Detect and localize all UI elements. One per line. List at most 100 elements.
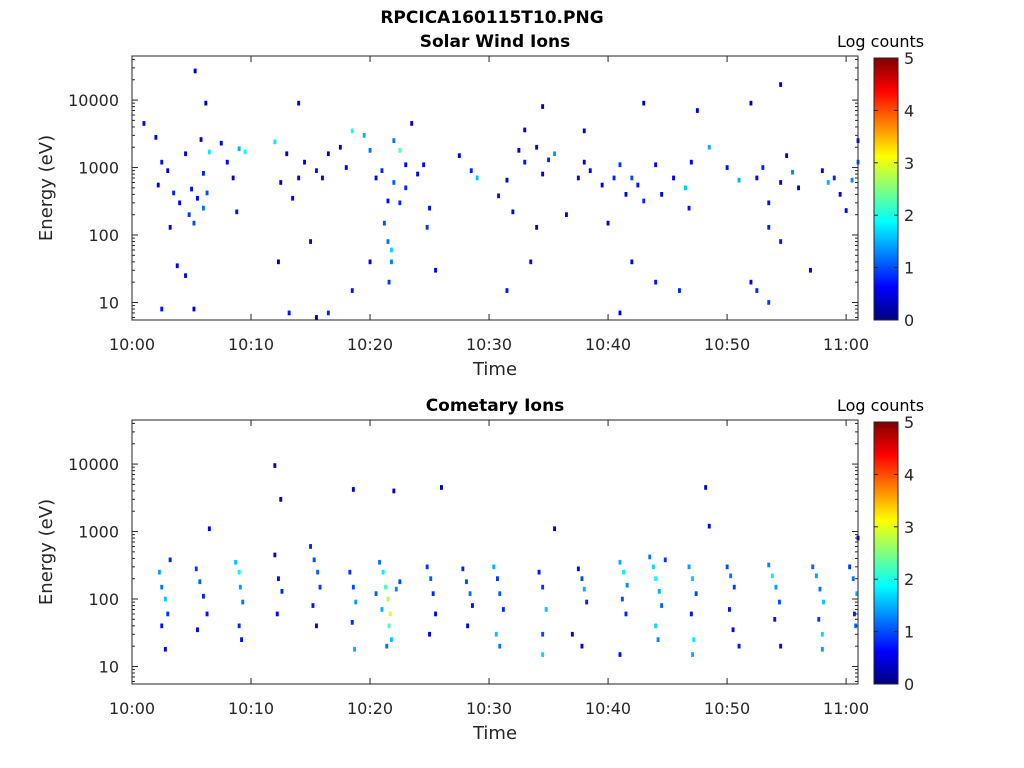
heatmap-cell <box>465 579 468 585</box>
heatmap-cell <box>654 162 658 168</box>
heatmap-cell <box>160 159 164 165</box>
heatmap-cell <box>202 593 205 599</box>
cometary-panel: 10:00 10:10 10:20 10:30 10:40 10:50 11:00 1010… <box>36 413 914 744</box>
heatmap-cell <box>237 569 241 575</box>
heatmap-cell <box>312 557 316 563</box>
heatmap-cell <box>822 599 825 605</box>
heatmap-cell <box>184 273 187 278</box>
heatmap-cell <box>654 576 658 581</box>
heatmap-cell <box>848 564 852 570</box>
solar-wind-panel: 10:00 10:10 10:20 10:30 10:40 10:50 11:00 1010… <box>36 49 914 380</box>
heatmap-cell <box>386 239 390 244</box>
heatmap-cell <box>193 68 197 74</box>
heatmap-cell <box>600 182 604 188</box>
heatmap-cell <box>660 192 664 197</box>
heatmap-cell <box>767 200 771 206</box>
heatmap-cell <box>553 526 556 532</box>
heatmap-cell <box>725 564 729 570</box>
heatmap-cell <box>695 108 699 113</box>
x-tick-label: 10:50 <box>704 699 750 718</box>
heatmap-cell <box>612 175 616 181</box>
x-tick-label: 10:10 <box>228 335 274 354</box>
heatmap-cell <box>202 205 205 211</box>
x-axis-label: Time <box>472 359 517 380</box>
heatmap-cell <box>687 564 691 570</box>
heatmap-cell <box>429 576 433 581</box>
heatmap-cell <box>541 104 545 109</box>
heatmap-cell <box>580 643 584 649</box>
heatmap-cell <box>316 569 320 575</box>
x-tick-label: 10:40 <box>585 335 631 354</box>
colorbar-tick-label: 4 <box>904 101 914 120</box>
plot-area <box>132 420 858 684</box>
heatmap-cell <box>387 623 391 629</box>
x-tick-label: 10:30 <box>466 335 512 354</box>
heatmap-cell <box>517 148 521 153</box>
x-tick-label: 10:20 <box>347 335 393 354</box>
heatmap-cell <box>175 263 179 269</box>
heatmap-cell <box>541 584 545 590</box>
heatmap-cell <box>303 159 306 165</box>
heatmap-cell <box>156 182 160 188</box>
heatmap-cell <box>387 279 391 285</box>
heatmap-cell <box>498 643 502 649</box>
heatmap-cell <box>351 584 355 590</box>
heatmap-cell <box>237 623 241 629</box>
heatmap-cell <box>428 631 431 637</box>
panel2-title: Cometary Ions <box>425 396 565 416</box>
heatmap-cell <box>820 168 824 173</box>
heatmap-cell <box>648 554 652 560</box>
heatmap-cell <box>565 212 568 217</box>
heatmap-cell <box>311 603 315 608</box>
heatmap-cell <box>382 220 386 226</box>
heatmap-cell <box>434 611 437 617</box>
heatmap-cells <box>157 463 860 657</box>
colorbar-tick-label: 0 <box>904 675 914 694</box>
heatmap-cell <box>142 121 146 126</box>
heatmap-cell <box>767 562 771 568</box>
heatmap-cell <box>205 611 209 617</box>
heatmap-cell <box>422 162 426 168</box>
heatmap-cell <box>523 159 527 165</box>
heatmap-cell <box>297 175 301 181</box>
heatmap-cell <box>350 620 354 625</box>
heatmap-cell <box>318 584 322 590</box>
x-axis-label: Time <box>472 723 517 744</box>
heatmap-cell <box>163 596 167 602</box>
x-tick-label: 10:20 <box>347 699 393 718</box>
panel1-title: Solar Wind Ions <box>419 32 571 52</box>
heatmap-cell <box>279 497 283 502</box>
heatmap-cell <box>168 557 172 563</box>
y-tick-label: 10 <box>99 657 119 676</box>
x-tick-label: 10:50 <box>704 335 750 354</box>
heatmap-cell <box>348 569 352 575</box>
heatmap-cell <box>725 165 729 170</box>
heatmap-cell <box>202 171 205 176</box>
x-tick-label: 10:10 <box>228 699 274 718</box>
heatmap-cell <box>471 603 474 608</box>
heatmap-cell <box>380 607 384 612</box>
colorbar-ticks: 0 1 2 3 4 5 <box>874 49 914 330</box>
heatmap-cell <box>797 185 800 191</box>
heatmap-cell <box>273 552 277 558</box>
heatmap-cell <box>535 225 539 230</box>
heatmap-cell <box>166 168 170 173</box>
heatmap-cell <box>368 148 372 153</box>
heatmap-cell <box>832 175 836 181</box>
y-axis: 10 100 1000 10000 <box>68 422 858 682</box>
heatmap-cell <box>492 564 496 570</box>
colorbar <box>873 421 899 685</box>
colorbar-tick-label: 0 <box>904 311 914 330</box>
heatmap-cell <box>850 177 854 183</box>
heatmap-cell <box>297 100 301 106</box>
heatmap-cell <box>630 175 634 181</box>
heatmap-cell <box>205 190 209 196</box>
heatmap-cell <box>689 159 693 165</box>
heatmap-cell <box>660 603 664 608</box>
heatmap-cell <box>732 584 736 590</box>
heatmap-cell <box>428 205 431 211</box>
heatmap-cell <box>416 171 420 177</box>
heatmap-cell <box>755 288 759 293</box>
heatmap-cell <box>576 175 580 181</box>
heatmap-cell <box>511 209 515 215</box>
